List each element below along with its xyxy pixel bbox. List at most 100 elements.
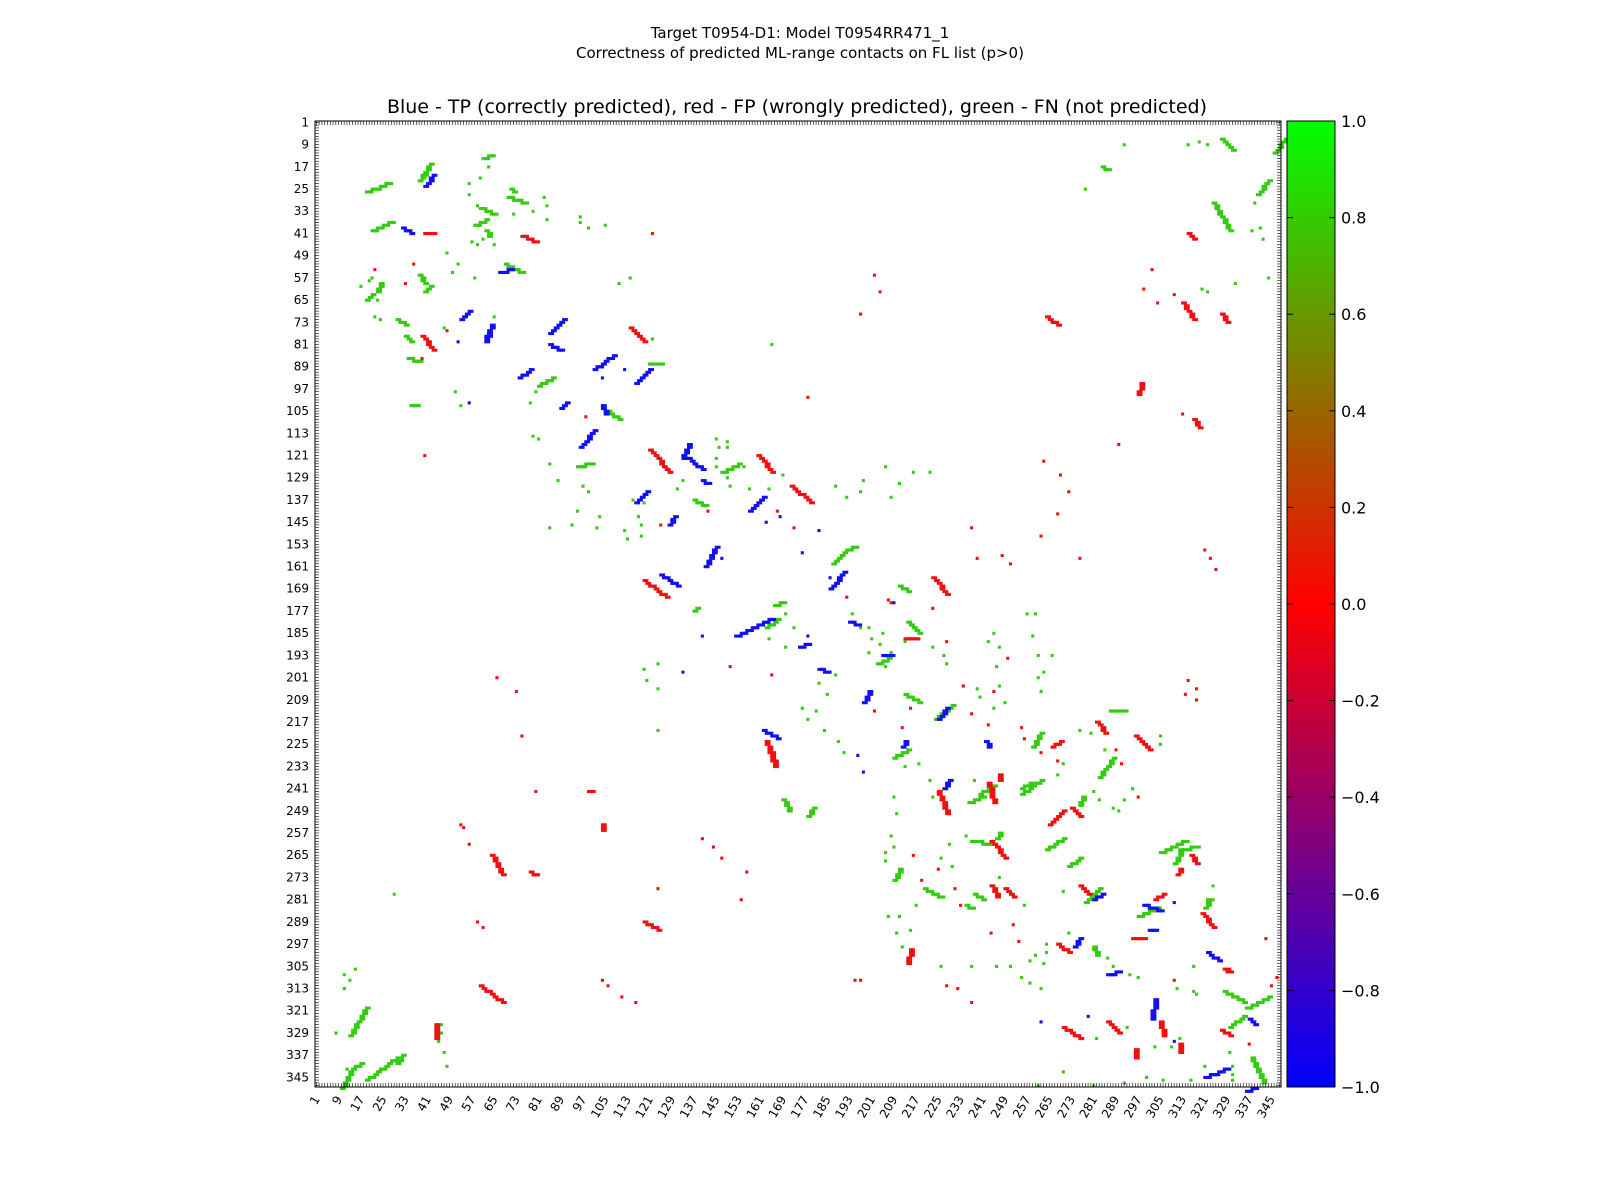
contact-cell-tp [1206, 1075, 1210, 1079]
contact-cell-fp [1056, 320, 1060, 324]
contact-cell-fp [1097, 720, 1101, 724]
contact-cell-fp [1161, 1031, 1165, 1035]
contact-cell-fn [792, 626, 796, 630]
contact-cell-fp [1183, 304, 1187, 308]
contact-cell-fn [1056, 842, 1060, 846]
contact-cell-fp [942, 806, 946, 810]
contact-cell-fp [853, 978, 857, 982]
contact-cell-fn [428, 284, 432, 288]
contact-cell-fp [1192, 859, 1196, 863]
contact-cell-tp [462, 318, 466, 322]
contact-cell-tp [806, 634, 810, 638]
x-tick-label: 9 [329, 1094, 345, 1108]
contact-cell-tp [764, 495, 768, 499]
contact-cell-fp [670, 470, 674, 474]
contact-cell-fn [389, 1062, 394, 1066]
contact-cell-fn [534, 390, 538, 394]
contact-cell-fp [642, 337, 646, 341]
contact-cell-fn [406, 337, 410, 341]
contact-cell-fp [426, 343, 430, 347]
contact-cell-fn [972, 906, 976, 910]
contact-cell-tp [684, 451, 688, 455]
contact-cell-fn [370, 276, 374, 280]
contact-cell-fp [767, 742, 771, 746]
contact-cell-fn [1250, 1003, 1254, 1007]
contact-cell-tp [700, 465, 704, 469]
x-tick-label: 345 [1254, 1094, 1278, 1121]
contact-cell-fn [725, 445, 729, 449]
contact-cell-fp [1047, 318, 1051, 322]
contact-cell-fp [1050, 820, 1054, 824]
contact-cell-fn [1131, 787, 1135, 791]
contact-cell-tp [750, 509, 754, 513]
contact-cell-fn [376, 1073, 380, 1077]
contact-cell-fn [778, 604, 782, 608]
contact-cell-fp [992, 839, 996, 844]
contact-cell-fp [909, 959, 913, 963]
contact-cell-tp [714, 545, 718, 549]
contact-cell-tp [562, 320, 566, 324]
contact-cell-tp [881, 653, 885, 658]
contact-cell-tp [1075, 942, 1079, 946]
contact-cell-tp [759, 623, 763, 627]
contact-cell-tp [564, 318, 568, 322]
contact-cell-fp [1178, 1042, 1182, 1046]
contact-cell-fn [1231, 229, 1235, 233]
contact-cell-fn [453, 390, 457, 394]
contact-cell-tp [467, 312, 471, 316]
contact-cell-fn [339, 1087, 344, 1091]
contact-cell-fn [914, 626, 918, 630]
contact-cell-fp [770, 748, 774, 752]
contact-cell-fn [1228, 1050, 1232, 1054]
contact-cell-tp [520, 373, 524, 377]
contact-cell-fp [1067, 950, 1071, 955]
contact-cell-fn [531, 209, 535, 213]
contact-cell-fn [489, 154, 493, 158]
contact-cell-fn [387, 1064, 391, 1068]
contact-cell-fp [1000, 778, 1004, 782]
contact-cell-fn [398, 1056, 402, 1060]
contact-cell-fn [420, 176, 424, 180]
contact-cell-fp [437, 1034, 441, 1038]
contact-cell-fn [578, 220, 582, 225]
contact-cell-fp [1136, 1050, 1140, 1054]
contact-cell-fp [1081, 887, 1085, 891]
contact-cell-fn [947, 842, 951, 846]
contact-cell-fp [1147, 745, 1151, 749]
contact-cell-tp [401, 226, 405, 230]
contact-cell-fn [1219, 212, 1224, 216]
contact-cell-fn [426, 168, 430, 172]
contact-cell-fp [764, 740, 768, 744]
contact-cell-tp [759, 498, 763, 502]
x-tick-label: 257 [1010, 1094, 1034, 1121]
contact-cell-fp [728, 665, 732, 669]
contact-cell-fp [997, 773, 1001, 777]
contact-cell-fp [992, 889, 996, 893]
x-tick-label: 305 [1143, 1094, 1167, 1121]
contact-cell-fp [909, 956, 913, 960]
contact-cell-fn [720, 470, 724, 474]
contact-cell-fp [909, 950, 913, 955]
x-tick-label: 153 [721, 1094, 745, 1121]
contact-cell-tp [1081, 937, 1085, 941]
contact-cell-fp [1139, 384, 1143, 388]
contact-cell-fp [1164, 1034, 1168, 1038]
contact-cell-fn [1217, 207, 1221, 211]
contact-cell-tp [700, 467, 704, 472]
contact-cell-fp [661, 592, 666, 596]
contact-cell-fp [1039, 751, 1043, 755]
contact-cell-fn [514, 268, 518, 272]
contact-cell-fn [839, 556, 843, 560]
contact-cell-fp [1186, 309, 1190, 313]
contact-cell-tp [686, 448, 691, 452]
contact-cell-fp [1178, 873, 1182, 877]
contact-cell-fn [773, 620, 777, 624]
contact-cell-fp [1120, 762, 1124, 766]
contact-cell-fn [423, 173, 427, 177]
contact-cell-tp [939, 717, 943, 721]
contact-cell-fn [784, 601, 788, 605]
contact-cell-fp [764, 742, 768, 746]
contact-cell-fp [989, 784, 993, 788]
contact-cell-fn [911, 626, 915, 630]
contact-cell-fn [1233, 282, 1237, 286]
